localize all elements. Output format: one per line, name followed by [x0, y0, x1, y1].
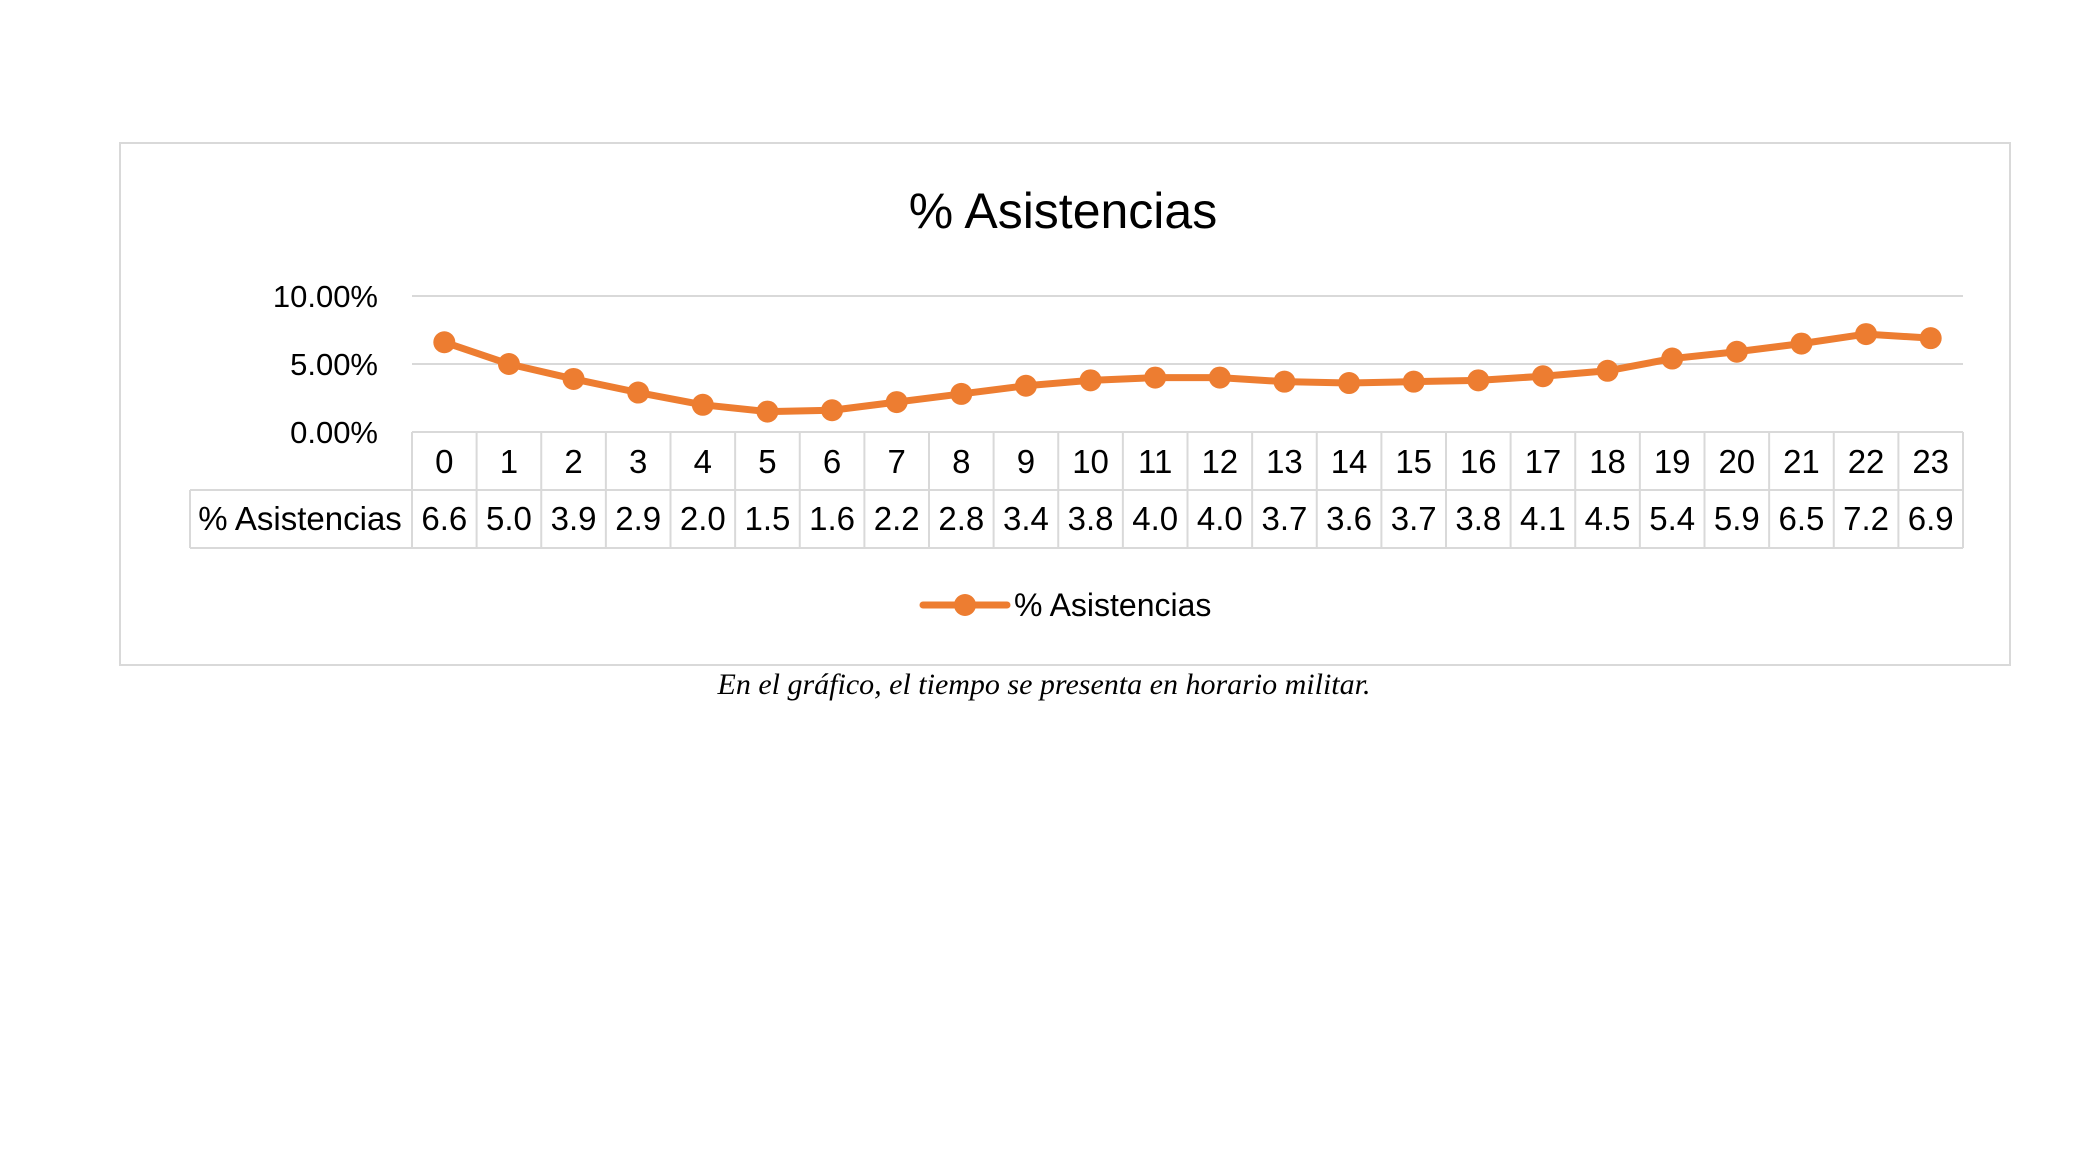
chart-title: % Asistencias [909, 183, 1217, 239]
legend-label: % Asistencias [1014, 587, 1211, 623]
data-point [1208, 366, 1231, 389]
data-label: 2.9 [615, 500, 661, 537]
data-point [433, 331, 456, 354]
data-point [1725, 340, 1748, 363]
x-tick-label: 1 [500, 443, 518, 480]
x-tick-label: 11 [1138, 443, 1172, 480]
data-point [885, 391, 908, 414]
data-point [1338, 372, 1361, 395]
y-tick-label: 0.00% [290, 415, 378, 450]
legend: % Asistencias [919, 587, 1211, 623]
data-table-series-label: % Asistencias [198, 500, 402, 537]
x-tick-label: 18 [1589, 443, 1626, 480]
data-label: 5.9 [1714, 500, 1760, 537]
x-tick-label: 2 [564, 443, 582, 480]
data-point [497, 353, 520, 375]
data-label: 5.4 [1649, 500, 1695, 537]
x-tick-label: 19 [1654, 443, 1691, 480]
x-tick-label: 13 [1266, 443, 1303, 480]
data-label: 7.2 [1843, 500, 1889, 537]
y-tick-label: 10.00% [273, 279, 378, 314]
data-point [1855, 323, 1878, 346]
data-label: 6.9 [1908, 500, 1954, 537]
x-tick-label: 8 [952, 443, 970, 480]
x-tick-label: 7 [888, 443, 906, 480]
data-label: 4.1 [1520, 500, 1566, 537]
data-label: 3.6 [1326, 500, 1372, 537]
data-label: 2.2 [874, 500, 920, 537]
data-point [1144, 366, 1167, 389]
data-point [1596, 359, 1619, 382]
x-tick-label: 14 [1331, 443, 1368, 480]
data-label: 4.0 [1197, 500, 1243, 537]
data-point [1467, 369, 1490, 392]
x-tick-label: 6 [823, 443, 841, 480]
data-label: 2.8 [938, 500, 984, 537]
data-label: 6.6 [421, 500, 467, 537]
data-point [1919, 327, 1942, 350]
data-point [1079, 369, 1102, 392]
x-tick-label: 10 [1072, 443, 1109, 480]
x-tick-label: 21 [1783, 443, 1820, 480]
data-point [1531, 365, 1554, 388]
chart: % Asistencias 0.00% 5.00% 10.00% % Asisten… [119, 142, 2011, 666]
x-tick-label: 17 [1525, 443, 1562, 480]
data-label: 6.5 [1779, 500, 1825, 537]
data-label: 3.7 [1391, 500, 1437, 537]
x-tick-label: 22 [1848, 443, 1885, 480]
data-label: 3.8 [1068, 500, 1114, 537]
data-label: 4.0 [1132, 500, 1178, 537]
data-label: 4.5 [1585, 500, 1631, 537]
data-point [1790, 332, 1813, 355]
x-tick-label: 5 [758, 443, 776, 480]
data-label: 3.9 [551, 500, 597, 537]
data-point [1014, 374, 1037, 397]
x-tick-label: 0 [435, 443, 453, 480]
y-axis-ticks: 0.00% 5.00% 10.00% [273, 279, 378, 450]
data-point [691, 393, 714, 416]
series-line [433, 323, 1942, 423]
data-label: 3.4 [1003, 500, 1049, 537]
data-point [821, 399, 844, 422]
data-point [756, 400, 779, 423]
gridlines [412, 295, 1963, 365]
data-table: % Asistencias 0 1 2 3 4 5 6 7 8 9 10 11 12 13 14 15 16 17… [189, 431, 1964, 549]
legend-point-marker [954, 594, 976, 616]
x-tick-label: 9 [1017, 443, 1035, 480]
x-tick-label: 12 [1201, 443, 1238, 480]
x-tick-label: 4 [694, 443, 712, 480]
x-tick-label: 16 [1460, 443, 1497, 480]
y-tick-label: 5.00% [290, 347, 378, 382]
x-tick-label: 15 [1395, 443, 1432, 480]
data-label: 1.5 [745, 500, 791, 537]
data-label: 5.0 [486, 500, 532, 537]
data-label: 2.0 [680, 500, 726, 537]
x-tick-label: 3 [629, 443, 647, 480]
chart-area-border [119, 142, 2011, 666]
data-label: 3.8 [1455, 500, 1501, 537]
caption: En el gráfico, el tiempo se presenta en … [717, 668, 1371, 701]
x-tick-label: 20 [1718, 443, 1755, 480]
data-point [1661, 347, 1684, 370]
data-point [627, 381, 650, 404]
data-point [1273, 370, 1296, 393]
data-label: 1.6 [809, 500, 855, 537]
x-tick-label: 23 [1912, 443, 1949, 480]
data-point [562, 367, 585, 390]
data-label: 3.7 [1262, 500, 1308, 537]
data-point [950, 382, 973, 405]
data-point [1402, 370, 1425, 393]
